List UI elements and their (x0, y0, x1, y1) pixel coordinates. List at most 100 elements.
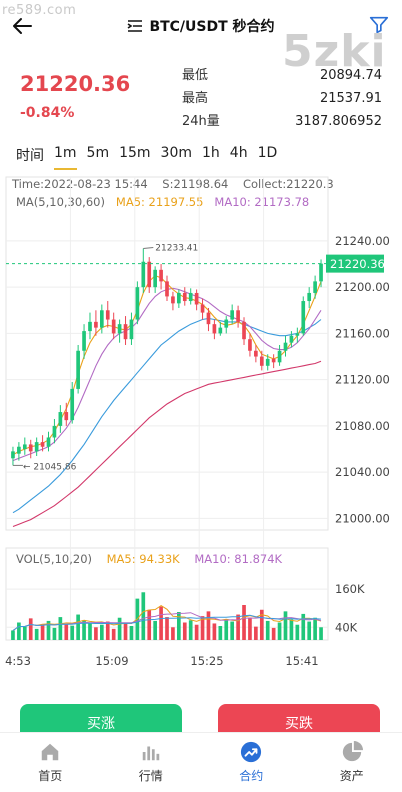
max-marker (143, 247, 154, 250)
ma-legend: MA(5,10,30,60) MA5: 21197.55 MA10: 21173… (16, 195, 309, 209)
interval-1m[interactable]: 1m (54, 145, 77, 170)
candle-body (206, 312, 211, 325)
tab-label: 首页 (38, 769, 63, 783)
candle-body (236, 310, 240, 322)
candle-body (171, 296, 175, 304)
candle-body (218, 327, 223, 334)
volume-bar (123, 623, 128, 640)
tab-home[interactable]: 首页 (0, 733, 101, 792)
candle-body (46, 437, 51, 447)
volume-bar (58, 617, 63, 640)
volume-bar (271, 627, 276, 640)
max-price-label: 21233.41 (155, 244, 198, 254)
volume-bar (242, 605, 246, 640)
candlestick-chart[interactable]: 21240.00 21200.00 21160.00 21120.00 21080.00… (0, 0, 402, 700)
candle-body (76, 350, 80, 389)
candle-body (224, 319, 229, 328)
candle-body (153, 269, 157, 288)
volume-bar (182, 622, 187, 640)
candle-body (248, 339, 252, 351)
volume-bar (277, 622, 282, 640)
volume-ma-line (12, 605, 322, 631)
assets-icon (342, 741, 363, 762)
candle-body (11, 451, 15, 459)
candle-body (111, 319, 116, 334)
time-axis-label: 4:53 (5, 654, 31, 668)
volume-bar (129, 626, 134, 640)
volume-bar (70, 625, 75, 640)
volume-bar (259, 609, 264, 640)
current-price-tag (326, 254, 384, 273)
interval-1d[interactable]: 1D (257, 145, 278, 161)
candle-body (188, 292, 193, 302)
bottom-tab-bar: 首页 行情 合约 资产 (0, 732, 402, 792)
price-tick-label: 21080.00 (335, 419, 390, 433)
interval-15m[interactable]: 15m (119, 145, 151, 161)
stat-high: 最高 21537.91 (182, 87, 382, 110)
candle-body (194, 292, 199, 305)
volume-bar (88, 622, 92, 640)
volume-bar (159, 606, 163, 640)
volume-bar (206, 611, 211, 640)
candle-body (212, 324, 217, 334)
candle-body (259, 356, 264, 366)
candle-body (82, 331, 86, 351)
interval-5m[interactable]: 5m (86, 145, 110, 161)
page-title: BTC/USDT 秒合约 (0, 16, 402, 36)
volume-bar (188, 620, 193, 640)
tab-market[interactable]: 行情 (101, 733, 202, 792)
tab-assets[interactable]: 资产 (302, 733, 402, 792)
price-tick-label: 21120.00 (335, 373, 390, 387)
volume-bar (177, 612, 181, 640)
volume-bar (283, 611, 288, 640)
candle-body (289, 335, 294, 343)
time-axis-label: 15:09 (95, 654, 128, 668)
back-arrow-icon[interactable] (10, 14, 34, 38)
volume-bar (165, 617, 169, 640)
home-icon (42, 743, 59, 761)
tab-label: 资产 (339, 769, 364, 783)
volume-bar (64, 624, 69, 640)
candle-body (34, 442, 39, 452)
ma60-line (12, 360, 322, 528)
candle-body (105, 310, 110, 320)
candle-body (301, 301, 306, 334)
volume-bar (319, 627, 323, 640)
candle-body (159, 269, 163, 282)
filter-icon[interactable] (368, 14, 390, 36)
price-tick-label: 21000.00 (335, 511, 390, 525)
ma5-value: MA5: 21197.55 (115, 195, 204, 209)
volume-bar (28, 618, 33, 640)
time-axis-label: 15:25 (190, 654, 223, 668)
candle-body (230, 310, 235, 320)
volume-bar (254, 626, 258, 640)
candle-body (295, 333, 300, 336)
candle-body (99, 310, 104, 328)
volume-bar (46, 620, 51, 640)
volume-bar (230, 621, 235, 640)
volume-bar (22, 626, 27, 640)
ma10-line (12, 287, 322, 462)
price-panel-frame (5, 176, 329, 531)
interval-1h[interactable]: 1h (202, 145, 220, 161)
ma10-value: MA10: 21173.78 (214, 195, 310, 209)
vol-label: VOL(5,10,20) (16, 552, 92, 566)
candle-body (182, 292, 187, 302)
menu-list-icon[interactable] (127, 19, 143, 33)
candle-body (307, 292, 312, 302)
interval-30m[interactable]: 30m (160, 145, 192, 161)
candle-body (70, 388, 75, 421)
candle-body (147, 261, 152, 288)
tab-contract[interactable]: 合约 (201, 733, 302, 792)
candle-body (277, 350, 282, 363)
stat-volume: 24h量 3187.806952 (182, 110, 382, 133)
candle-body (135, 287, 140, 320)
volume-bar (17, 622, 21, 640)
interval-4h[interactable]: 4h (229, 145, 248, 161)
stat-low: 最低 20894.74 (182, 64, 382, 87)
interval-time[interactable]: 时间 (16, 148, 44, 164)
stat-value: 21537.91 (319, 91, 382, 106)
volume-bar (11, 630, 15, 640)
volume-bar (111, 628, 116, 640)
candle-body (64, 412, 69, 421)
